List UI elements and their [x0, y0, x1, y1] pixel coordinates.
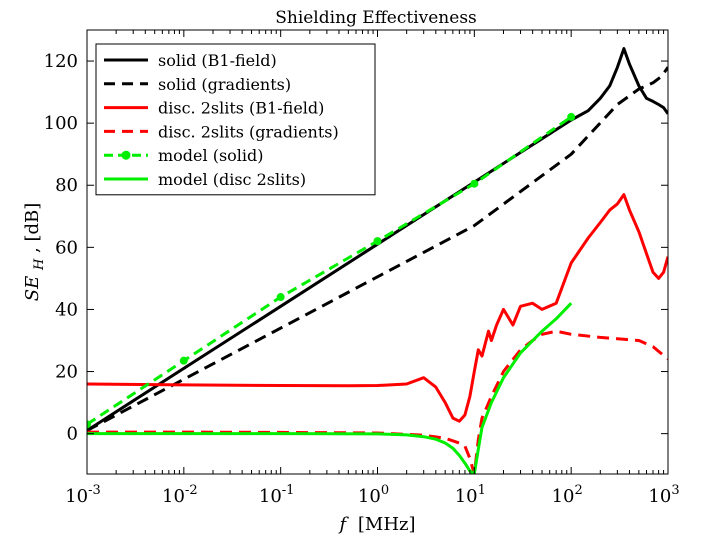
y-axis-label: SE H , [dB]	[22, 203, 48, 302]
y-tick-label: 40	[55, 299, 78, 320]
y-tick-label: 100	[44, 113, 78, 134]
y-tick-label: 80	[55, 175, 78, 196]
data-point	[567, 112, 576, 121]
series-4	[87, 112, 576, 429]
x-tick-label: 10-1	[259, 483, 295, 507]
legend: solid (B1-field) solid (gradients) disc. 2…	[95, 43, 376, 196]
series-3	[87, 329, 668, 474]
legend-label: solid (B1-field)	[158, 51, 277, 70]
legend-item: model (solid)	[104, 146, 264, 165]
legend-box	[95, 43, 376, 196]
x-tick-label: 103	[648, 483, 679, 507]
y-axis-subscript: H	[32, 258, 47, 271]
legend-item: solid (gradients)	[104, 75, 291, 94]
y-tick-label: 120	[44, 51, 78, 72]
legend-item: solid (B1-field)	[104, 51, 277, 70]
legend-label: model (solid)	[158, 146, 264, 165]
series-line-2	[87, 193, 668, 423]
legend-item: disc. 2slits (gradients)	[104, 122, 339, 141]
x-tick-label: 102	[552, 483, 583, 507]
x-axis-label: f [MHz]	[337, 514, 415, 535]
x-axis-unit: [MHz]	[358, 514, 416, 535]
legend-label: model (disc 2slits)	[158, 170, 306, 189]
series-layer	[87, 47, 668, 474]
series-line-4	[87, 115, 573, 426]
legend-item: model (disc 2slits)	[104, 170, 306, 189]
chart-title: Shielding Effectiveness	[275, 8, 477, 28]
series-line-1	[87, 66, 668, 432]
y-axis-variable: SE	[22, 276, 43, 301]
x-axis-variable: f	[337, 514, 349, 535]
series-line-5	[87, 302, 573, 474]
legend-item: disc. 2slits (B1-field)	[104, 99, 324, 118]
data-point	[276, 293, 285, 302]
legend-label: solid (gradients)	[158, 75, 291, 94]
y-tick-label: 0	[67, 424, 78, 445]
y-axis-unit: , [dB]	[22, 203, 43, 253]
x-tick-label: 10-3	[65, 483, 101, 507]
data-point	[373, 237, 382, 246]
x-tick-label: 100	[358, 483, 389, 507]
series-5	[87, 302, 573, 474]
axis-layer: 10-3 10-2 10-1 100 101 102 103 0 20 40 60 80 100 120	[44, 30, 680, 507]
series-2	[87, 193, 668, 423]
data-point	[87, 420, 91, 429]
data-point	[470, 179, 479, 188]
series-line-3	[87, 329, 668, 474]
legend-marker	[121, 150, 131, 160]
series-1	[87, 66, 668, 432]
y-tick-label: 20	[55, 362, 78, 383]
x-tick-label: 101	[455, 483, 486, 507]
y-tick-label: 60	[55, 237, 78, 258]
data-point	[179, 356, 188, 365]
legend-label: disc. 2slits (gradients)	[158, 122, 339, 141]
legend-label: disc. 2slits (B1-field)	[158, 99, 324, 118]
x-tick-label: 10-2	[162, 483, 198, 507]
